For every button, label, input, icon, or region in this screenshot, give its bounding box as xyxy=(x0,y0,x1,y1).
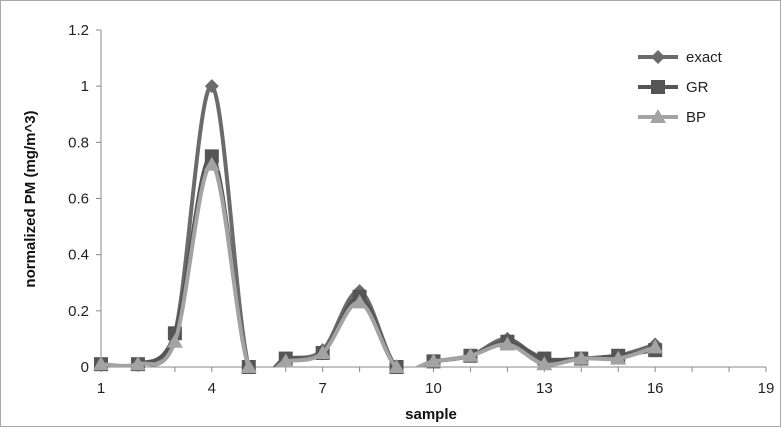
y-tick-label: 0.2 xyxy=(68,303,89,320)
x-tick-label: 4 xyxy=(208,380,216,397)
y-tick-label: 0.4 xyxy=(68,247,89,264)
y-tick-label: 0 xyxy=(81,359,89,376)
x-tick-label: 10 xyxy=(425,380,442,397)
data-point-BP xyxy=(240,359,257,373)
data-point-BP xyxy=(388,359,405,373)
data-point-BP xyxy=(166,333,183,348)
x-tick-label: 7 xyxy=(318,380,326,397)
x-tick-label: 13 xyxy=(536,380,553,397)
series-layer xyxy=(93,79,664,374)
x-axis-title: sample xyxy=(405,406,457,423)
data-point-BP xyxy=(499,336,516,351)
data-point-BP xyxy=(129,356,146,371)
x-tick-label: 1 xyxy=(97,380,105,397)
legend-item-exact: exact xyxy=(638,49,723,66)
legend-item-BP: BP xyxy=(638,109,706,126)
x-tick-label: 19 xyxy=(758,380,775,397)
legend-label: BP xyxy=(686,109,706,126)
data-point-BP xyxy=(573,350,590,365)
legend-marker xyxy=(651,50,665,64)
y-tick-label: 1 xyxy=(81,78,89,95)
legend: exact GR BP xyxy=(638,49,723,126)
data-point-BP xyxy=(314,344,331,359)
x-tick-label: 16 xyxy=(647,380,664,397)
legend-marker xyxy=(651,80,665,94)
data-point-BP xyxy=(536,356,553,371)
legend-label: GR xyxy=(686,79,709,96)
legend-label: exact xyxy=(686,49,723,66)
data-point-BP xyxy=(351,294,368,309)
data-point-GR xyxy=(204,149,219,164)
data-point-BP xyxy=(277,353,294,368)
data-point-exact xyxy=(204,79,219,94)
series-BP xyxy=(93,156,664,373)
data-point-BP xyxy=(425,353,442,368)
data-point-BP xyxy=(203,156,220,171)
data-point-BP xyxy=(462,347,479,362)
legend-marker xyxy=(650,109,666,123)
data-point-BP xyxy=(647,339,664,354)
y-tick-label: 1.2 xyxy=(68,22,89,39)
y-tick-label: 0.8 xyxy=(68,134,89,151)
y-axis-title: normalized PM (mg/m^3) xyxy=(22,110,39,287)
data-point-BP xyxy=(93,356,109,371)
series-line-exact xyxy=(101,84,656,367)
legend-item-GR: GR xyxy=(638,79,709,96)
y-tick-label: 0.6 xyxy=(68,191,89,208)
data-point-BP xyxy=(610,350,627,365)
